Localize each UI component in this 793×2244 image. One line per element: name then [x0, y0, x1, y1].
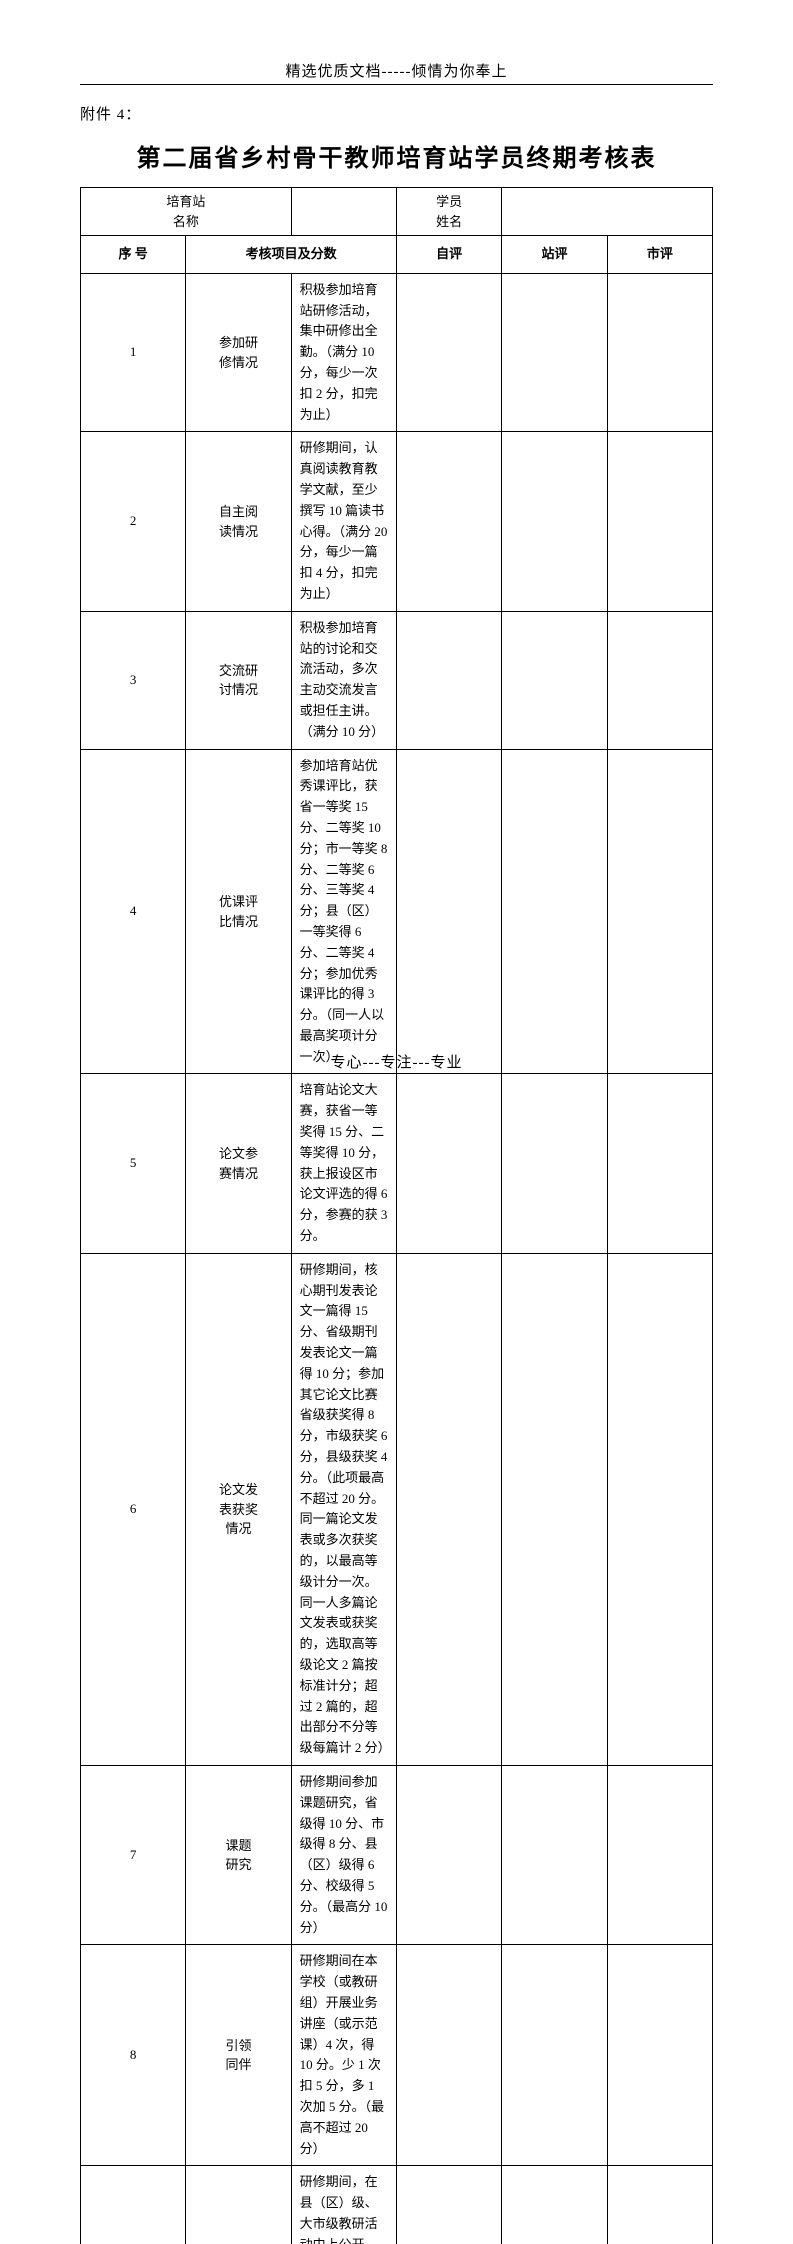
station-score-cell	[502, 1074, 607, 1253]
seq-cell: 9	[81, 2166, 186, 2244]
station-score-cell	[502, 1945, 607, 2166]
table-row: 3 交流研讨情况 积极参加培育站的讨论和交流活动，多次主动交流发言或担任主讲。（…	[81, 611, 713, 749]
city-score-cell	[607, 1074, 712, 1253]
item-name-cell: 论文参赛情况	[186, 1074, 291, 1253]
item-desc-cell: 研修期间，在县（区）级、大市级教研活动中上公开课、研究课的，每一次分别计 10 …	[291, 2166, 396, 2244]
station-score-cell	[502, 749, 607, 1074]
station-score-cell	[502, 611, 607, 749]
item-name-cell: 引领同伴	[186, 1945, 291, 2166]
info-row: 培育站名称 学员姓名	[81, 188, 713, 236]
station-name-value	[291, 188, 396, 236]
item-desc-cell: 研修期间在本学校（或教研组）开展业务讲座（或示范课）4 次，得 10 分。少 1…	[291, 1945, 396, 2166]
seq-cell: 3	[81, 611, 186, 749]
item-name-cell: 课题研究	[186, 1765, 291, 1944]
city-score-cell	[607, 611, 712, 749]
station-score-cell	[502, 1253, 607, 1765]
attachment-label: 附件 4：	[80, 103, 713, 124]
item-desc-cell: 参加培育站优秀课评比，获省一等奖 15 分、二等奖 10 分；市一等奖 8 分、…	[291, 749, 396, 1074]
table-row: 1 参加研修情况 积极参加培育站研修活动，集中研修出全勤。（满分 10 分，每少…	[81, 273, 713, 432]
seq-cell: 6	[81, 1253, 186, 1765]
seq-cell: 2	[81, 432, 186, 611]
self-score-cell	[396, 1945, 501, 2166]
item-desc-cell: 研修期间，认真阅读教育教学文献，至少撰写 10 篇读书心得。（满分 20 分，每…	[291, 432, 396, 611]
table-row: 7 课题研究 研修期间参加课题研究，省级得 10 分、市级得 8 分、县（区）级…	[81, 1765, 713, 1944]
item-desc-cell: 积极参加培育站的讨论和交流活动，多次主动交流发言或担任主讲。（满分 10 分）	[291, 611, 396, 749]
table-row: 5 论文参赛情况 培育站论文大赛，获省一等奖得 15 分、二等奖得 10 分，获…	[81, 1074, 713, 1253]
item-desc-cell: 积极参加培育站研修活动，集中研修出全勤。（满分 10 分，每少一次扣 2 分，扣…	[291, 273, 396, 432]
table-row: 9 辐射影响 研修期间，在县（区）级、大市级教研活动中上公开课、研究课的，每一次…	[81, 2166, 713, 2244]
page-footer: 专心---专注---专业	[0, 1051, 793, 1072]
item-desc-cell: 培育站论文大赛，获省一等奖得 15 分、二等奖得 10 分，获上报设区市论文评选…	[291, 1074, 396, 1253]
table-row: 8 引领同伴 研修期间在本学校（或教研组）开展业务讲座（或示范课）4 次，得 1…	[81, 1945, 713, 2166]
seq-cell: 7	[81, 1765, 186, 1944]
col-project-header: 考核项目及分数	[186, 236, 397, 274]
self-score-cell	[396, 1074, 501, 1253]
student-name-label: 学员姓名	[396, 188, 501, 236]
seq-cell: 1	[81, 273, 186, 432]
city-score-cell	[607, 432, 712, 611]
col-seq-header: 序 号	[81, 236, 186, 274]
item-name-cell: 参加研修情况	[186, 273, 291, 432]
item-name-cell: 论文发表获奖情况	[186, 1253, 291, 1765]
city-score-cell	[607, 1945, 712, 2166]
city-score-cell	[607, 749, 712, 1074]
student-name-value	[502, 188, 713, 236]
item-name-cell: 交流研讨情况	[186, 611, 291, 749]
col-city-header: 市评	[607, 236, 712, 274]
header-underline	[80, 84, 713, 85]
table-row: 6 论文发表获奖情况 研修期间，核心期刊发表论文一篇得 15 分、省级期刊发表论…	[81, 1253, 713, 1765]
station-name-label: 培育站名称	[81, 188, 292, 236]
item-name-cell: 优课评比情况	[186, 749, 291, 1074]
self-score-cell	[396, 749, 501, 1074]
seq-cell: 5	[81, 1074, 186, 1253]
table-row: 2 自主阅读情况 研修期间，认真阅读教育教学文献，至少撰写 10 篇读书心得。（…	[81, 432, 713, 611]
self-score-cell	[396, 611, 501, 749]
seq-cell: 4	[81, 749, 186, 1074]
self-score-cell	[396, 2166, 501, 2244]
item-name-cell: 自主阅读情况	[186, 432, 291, 611]
station-score-cell	[502, 2166, 607, 2244]
city-score-cell	[607, 2166, 712, 2244]
self-score-cell	[396, 1765, 501, 1944]
self-score-cell	[396, 1253, 501, 1765]
station-score-cell	[502, 432, 607, 611]
page-title: 第二届省乡村骨干教师培育站学员终期考核表	[80, 138, 713, 173]
assessment-table: 培育站名称 学员姓名 序 号 考核项目及分数 自评 站评 市评 1 参加研修情况…	[80, 187, 713, 2244]
city-score-cell	[607, 273, 712, 432]
city-score-cell	[607, 1253, 712, 1765]
table-row: 4 优课评比情况 参加培育站优秀课评比，获省一等奖 15 分、二等奖 10 分；…	[81, 749, 713, 1074]
col-station-header: 站评	[502, 236, 607, 274]
header-row: 序 号 考核项目及分数 自评 站评 市评	[81, 236, 713, 274]
city-score-cell	[607, 1765, 712, 1944]
item-desc-cell: 研修期间参加课题研究，省级得 10 分、市级得 8 分、县（区）级得 6 分、校…	[291, 1765, 396, 1944]
station-score-cell	[502, 1765, 607, 1944]
self-score-cell	[396, 273, 501, 432]
item-name-cell: 辐射影响	[186, 2166, 291, 2244]
page-header: 精选优质文档-----倾情为你奉上	[80, 60, 713, 81]
col-self-header: 自评	[396, 236, 501, 274]
seq-cell: 8	[81, 1945, 186, 2166]
self-score-cell	[396, 432, 501, 611]
item-desc-cell: 研修期间，核心期刊发表论文一篇得 15 分、省级期刊发表论文一篇得 10 分；参…	[291, 1253, 396, 1765]
station-score-cell	[502, 273, 607, 432]
